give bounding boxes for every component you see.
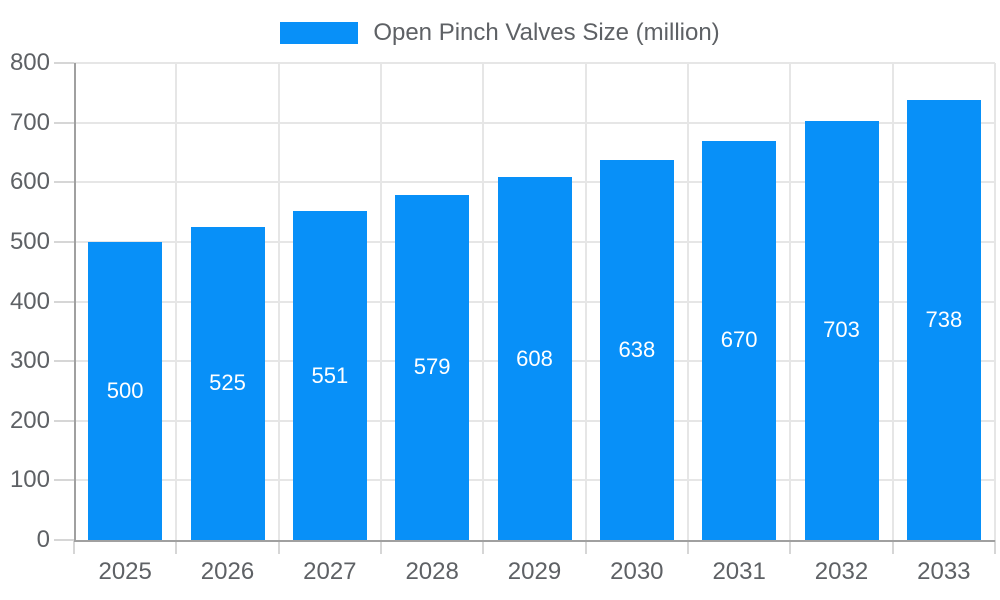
legend[interactable]: Open Pinch Valves Size (million) (0, 19, 1000, 47)
y-axis-tick (54, 62, 74, 64)
bar[interactable] (804, 120, 879, 540)
bar[interactable] (497, 177, 572, 540)
y-axis-tick (54, 539, 74, 541)
x-axis-tick-label: 2033 (917, 558, 971, 585)
bar[interactable] (395, 194, 470, 540)
gridline-vertical (789, 63, 792, 540)
y-axis-tick-label: 0 (36, 526, 50, 553)
gridline-vertical (584, 63, 587, 540)
x-axis-tick (380, 540, 382, 554)
bar[interactable] (906, 99, 981, 540)
legend-swatch-icon (280, 22, 359, 44)
y-axis-tick-label: 700 (9, 108, 50, 136)
y-axis-tick (54, 360, 74, 363)
bar[interactable] (599, 159, 674, 540)
y-axis-tick (54, 240, 74, 243)
x-axis-tick-label: 2031 (712, 558, 766, 585)
x-axis-tick-label: 2027 (303, 558, 357, 585)
y-axis-tick-label: 600 (9, 168, 50, 196)
x-axis-tick-label: 2030 (610, 558, 664, 585)
x-axis-tick (73, 540, 75, 554)
x-axis-tick-label: 2032 (814, 558, 869, 585)
y-axis-tick (54, 300, 74, 303)
x-axis-tick (687, 540, 689, 554)
x-axis-tick (891, 540, 894, 554)
gridline-vertical (482, 63, 485, 540)
x-axis-tick (277, 540, 280, 554)
bar[interactable] (88, 241, 163, 540)
x-axis-tick (482, 540, 485, 554)
y-axis-tick (54, 121, 74, 124)
y-axis-tick (54, 419, 74, 422)
gridline-vertical (891, 63, 894, 540)
x-axis-tick (994, 540, 996, 554)
y-axis-tick (54, 181, 74, 184)
bar[interactable] (702, 140, 777, 540)
gridline-vertical (380, 63, 382, 540)
y-axis-tick-label: 300 (9, 347, 50, 375)
gridline-vertical (175, 63, 178, 540)
x-axis-tick (175, 540, 178, 554)
y-axis-tick-label: 800 (9, 49, 50, 76)
x-axis-tick-label: 2025 (98, 558, 152, 585)
legend-label: Open Pinch Valves Size (million) (373, 19, 720, 46)
gridline-horizontal (74, 121, 995, 124)
x-axis-tick-label: 2028 (405, 558, 459, 585)
y-axis-tick-label: 100 (9, 466, 50, 494)
y-axis-tick (54, 479, 74, 482)
y-axis-tick-label: 500 (9, 227, 50, 255)
y-axis-line (74, 63, 76, 540)
x-axis-line (74, 540, 995, 542)
x-axis-tick (789, 540, 792, 554)
y-axis-tick-label: 400 (9, 287, 50, 315)
x-axis-tick-label: 2026 (200, 558, 255, 585)
y-axis-tick-label: 200 (9, 406, 50, 434)
plot-area: 0 100 200 300 400 500 600 700 800 2025 2026 2027 202… (10, 49, 996, 585)
gridline-vertical (687, 63, 689, 540)
gridline-vertical (277, 63, 280, 540)
bar[interactable] (190, 226, 265, 540)
x-axis-tick (584, 540, 587, 554)
gridline-vertical (994, 63, 996, 540)
gridline-horizontal (74, 62, 995, 64)
x-axis-tick-label: 2029 (507, 558, 562, 585)
bar[interactable] (292, 211, 367, 540)
